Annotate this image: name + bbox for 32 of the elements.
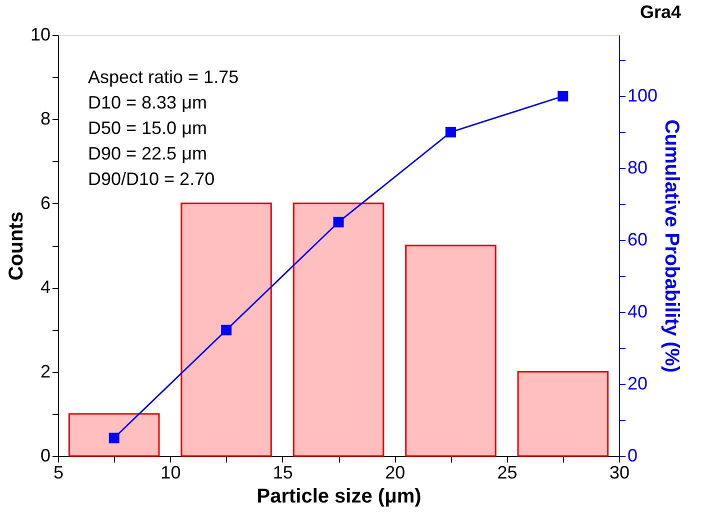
- x-tick-label: 30: [609, 462, 630, 482]
- annotation: Aspect ratio = 1.75: [88, 66, 239, 87]
- annotation: D50 = 15.0 μm: [88, 118, 207, 138]
- x-tick-label: 20: [385, 462, 406, 482]
- x-tick-label: 15: [272, 462, 293, 482]
- y-axis-title: Counts: [5, 212, 28, 280]
- y2-tick-label: 0: [628, 446, 638, 466]
- y2-tick-label: 20: [628, 374, 648, 394]
- y-tick-label: 2: [40, 361, 50, 382]
- y2-tick-label: 80: [628, 158, 648, 178]
- point: [221, 324, 232, 336]
- y-tick-label: 4: [40, 277, 50, 298]
- x-axis-title: Particle size (μm): [256, 486, 422, 508]
- y-tick-label: 6: [40, 192, 50, 213]
- text: Gra4: [640, 2, 682, 22]
- point: [558, 90, 568, 102]
- y-tick-label: 8: [40, 108, 50, 129]
- point: [445, 126, 456, 138]
- y-tick-label: 0: [40, 446, 50, 466]
- y2-tick-label: 60: [628, 230, 648, 250]
- annotation: D90/D10 = 2.70: [88, 168, 215, 189]
- x-tick-label: 25: [497, 462, 518, 482]
- y2-tick-label: 40: [628, 302, 648, 322]
- y2-axis-title: Cumulative Probability (%): [660, 119, 683, 373]
- y2-tick-label: 100: [628, 86, 658, 106]
- point: [108, 432, 120, 444]
- x-tick-label: 10: [160, 462, 181, 482]
- point: [333, 216, 344, 228]
- annotation: D10 = 8.33 μm: [88, 92, 207, 112]
- x-tick-label: 5: [53, 462, 64, 482]
- y-tick-label: 10: [30, 24, 50, 44]
- annotation: D90 = 22.5 μm: [88, 143, 207, 164]
